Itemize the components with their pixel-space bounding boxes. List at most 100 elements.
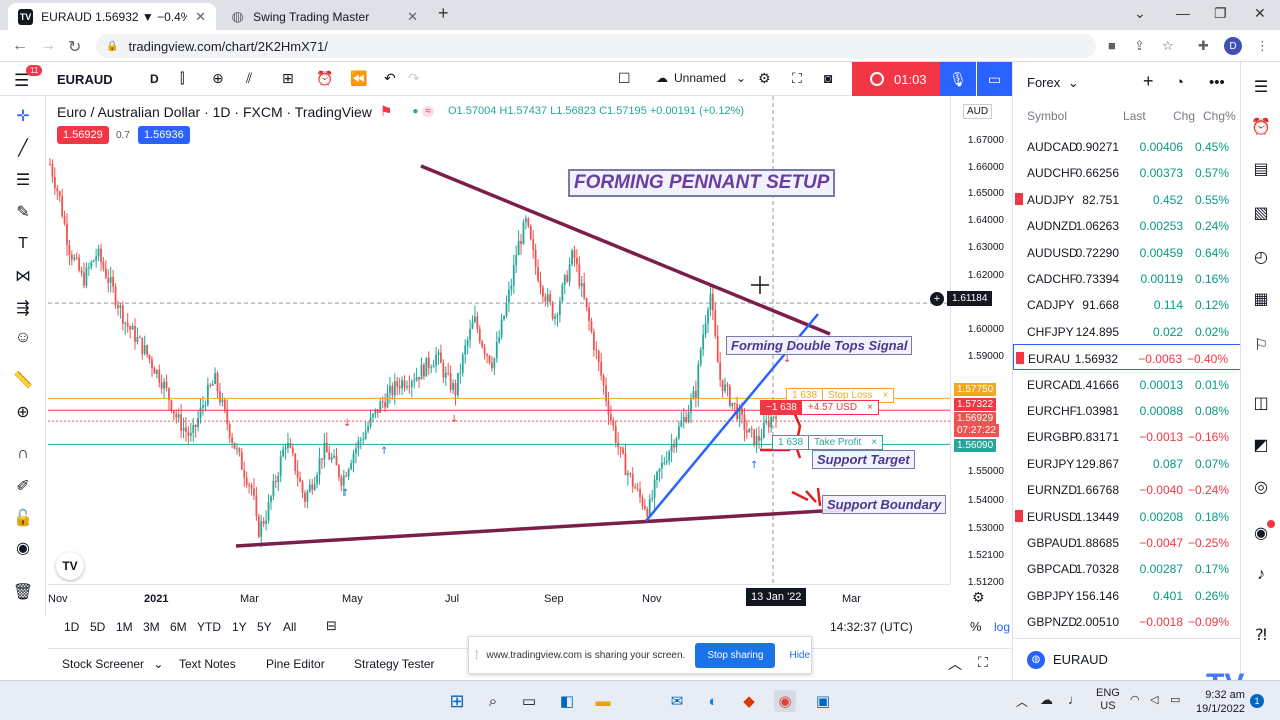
widgets-icon[interactable]: ◧ [559,693,575,710]
watchlist-row-eurgbp[interactable]: EURGBP 0.83171 −0.0013 −0.16% [1013,423,1241,449]
tab-strategy-tester[interactable]: Strategy Tester [354,657,435,671]
office-icon[interactable]: ◆ [743,693,755,710]
flag-icon[interactable] [1015,192,1023,205]
currency-label[interactable]: AUD [963,104,993,119]
date-range-icon[interactable]: ⊟ [326,618,337,633]
log-scale-button[interactable]: log [994,620,1011,634]
help-icon[interactable]: ⁈ [1255,627,1267,644]
file-explorer-icon[interactable]: ▬ [595,692,611,710]
tab-pine-editor[interactable]: Pine Editor [266,657,325,671]
watchlist-details-symbol[interactable]: ◍ EURAUD [1013,638,1241,680]
watchlist-row-eurjpy[interactable]: EURJPY 129.867 0.087 0.07% [1013,450,1241,476]
hide-banner-button[interactable]: Hide [789,649,811,661]
forecast-tool-icon[interactable]: ⇶ [16,300,30,317]
close-order-icon[interactable]: × [871,437,878,448]
templates-icon[interactable]: ⊞ [282,70,294,86]
data-window-icon[interactable]: ▤ [1253,161,1269,178]
microphone-button[interactable]: 🎙 [940,62,976,96]
close-tab-icon[interactable]: ✕ [407,8,418,24]
watchlist-row-cadchf[interactable]: CADCHF 0.73394 0.00119 0.16% [1013,265,1241,291]
wifi-icon[interactable]: ◠ [1130,694,1140,706]
chrome-icon[interactable]: ◉ [774,690,796,712]
battery-icon[interactable]: ▭ [1170,694,1181,706]
annotation-support-target[interactable]: Support Target [812,450,915,469]
position-order[interactable]: −1 638 +4.57 USD × [760,400,879,415]
col-chg[interactable]: Chg [1173,109,1196,123]
news-icon[interactable]: ▧ [1253,205,1269,222]
advanced-view-icon[interactable]: ◔ [1175,74,1185,91]
period-all[interactable]: All [283,620,297,634]
redo-icon[interactable]: ↷ [408,70,420,86]
browser-tab-tradingview[interactable]: TV EURAUD 1.56932 ▼ −0.4% Unn ✕ [8,3,216,30]
watchlist-row-cadjpy[interactable]: CADJPY 91.668 0.114 0.12% [1013,291,1241,317]
add-symbol-icon[interactable]: + [1143,71,1154,91]
watchlist-row-audcad[interactable]: AUDCAD 0.90271 0.00406 0.45% [1013,133,1241,159]
watchlist-row-audjpy[interactable]: AUDJPY 82.751 0.452 0.55% [1013,186,1241,212]
close-tab-icon[interactable]: ✕ [195,8,206,24]
ruler-icon[interactable]: 📏 [13,372,33,389]
replay-icon[interactable]: ⏪ [350,70,368,86]
period-1y[interactable]: 1Y [232,620,247,634]
lightbulb-icon[interactable]: ◎ [1254,479,1268,496]
close-order-icon[interactable]: × [882,390,889,401]
tray-chevron-up-icon[interactable]: ︿ [1016,695,1029,709]
watchlist-row-gbpcad[interactable]: GBPCAD 1.70328 0.00287 0.17% [1013,555,1241,581]
calendar-icon[interactable]: ▦ [1253,291,1269,308]
watchlist-row-audnzd[interactable]: AUDNZD 1.06263 0.00253 0.24% [1013,212,1241,238]
edge-browser-icon[interactable]: ◐ [708,692,718,710]
tab-text-notes[interactable]: Text Notes [179,657,236,671]
annotation-support-boundary[interactable]: Support Boundary [822,495,947,514]
tab-search-icon[interactable]: ⌄ [1134,5,1146,21]
period-3m[interactable]: 3M [143,620,160,634]
col-symbol[interactable]: Symbol [1027,109,1068,123]
flag-icon[interactable] [1016,352,1024,365]
undo-icon[interactable]: ↶ [384,70,396,86]
more-options-icon[interactable]: ••• [1209,74,1225,91]
bar-style-icon[interactable]: ⫿ [180,70,185,86]
main-menu-icon[interactable]: ☰ [14,71,30,90]
tradingview-logo-icon[interactable]: TV [56,552,84,580]
recording-timer-button[interactable]: 01:03 [852,62,940,96]
indicators-icon[interactable]: ⫽ [246,70,253,86]
browser-menu-icon[interactable]: ⋮ [1256,38,1269,53]
snapshot-camera-icon[interactable]: ◙ [824,70,833,86]
watchlist-icon[interactable]: ☰ [1253,79,1269,96]
watchlist-row-eurcad[interactable]: EURCAD 1.41666 0.00013 0.01% [1013,371,1241,397]
buy-button[interactable]: 1.56936 [138,126,190,144]
tab-stock-screener[interactable]: Stock Screener ⌄ [62,657,163,671]
watchlist-row-eurnzd[interactable]: EURNZD 1.66768 −0.0040 −0.24% [1013,476,1241,502]
close-order-icon[interactable]: × [867,402,873,413]
back-icon[interactable]: ← [12,37,28,54]
alarm-clock-icon[interactable]: ⏰ [1251,119,1271,136]
alert-icon[interactable]: ⏰ [316,70,334,86]
flag-icon[interactable]: ⚑ [379,103,393,119]
collapse-panel-icon[interactable]: ︿ [948,656,962,672]
fib-tool-icon[interactable]: ☰ [15,172,31,189]
period-6m[interactable]: 6M [170,620,187,634]
watchlist-title[interactable]: Forex ⌄ [1027,75,1079,91]
reload-icon[interactable]: ↻ [68,39,82,56]
watchlist-row-audchf[interactable]: AUDCHF 0.66256 0.00373 0.57% [1013,159,1241,185]
annotation-double-tops[interactable]: Forming Double Tops Signal [726,336,913,355]
lock-drawings-icon[interactable]: 🔓 [13,510,33,527]
streams-icon[interactable]: ◉ [1254,525,1268,542]
watchlist-row-eurau[interactable]: EURAU 1.56932 −0.0063 −0.40% [1013,344,1241,371]
brush-tool-icon[interactable]: ✎ [16,204,30,221]
fullscreen-icon[interactable]: ⛶ [792,70,802,86]
magnet-icon[interactable]: ∩ [17,445,29,462]
maximize-panel-icon[interactable]: ⛶ [978,654,988,670]
minimize-icon[interactable]: — [1176,5,1190,21]
notification-count-badge[interactable]: 1 [1250,694,1264,708]
price-axis[interactable]: AUD 1.67000 1.66000 1.65000 1.64000 1.63000 1… [950,96,1012,588]
watchlist-row-eurusd[interactable]: EURUSD 1.13449 0.00208 0.18% [1013,503,1241,529]
sell-button[interactable]: 1.56929 [57,126,109,144]
camera-indicator-icon[interactable]: ■ [1108,38,1116,53]
stop-sharing-button[interactable]: Stop sharing [695,642,776,668]
chat-icon[interactable]: ◫ [1253,395,1269,412]
hide-drawings-eye-icon[interactable]: ◉ [16,540,30,557]
browser-tab-swing-trading[interactable]: ◍ Swing Trading Master ✕ [220,3,428,30]
mic-tray-icon[interactable]: ♩ [1068,692,1081,707]
symbol-search-button[interactable]: EURAUD [57,72,113,87]
extensions-icon[interactable]: ✚ [1198,38,1209,53]
new-tab-button[interactable]: + [438,3,449,23]
